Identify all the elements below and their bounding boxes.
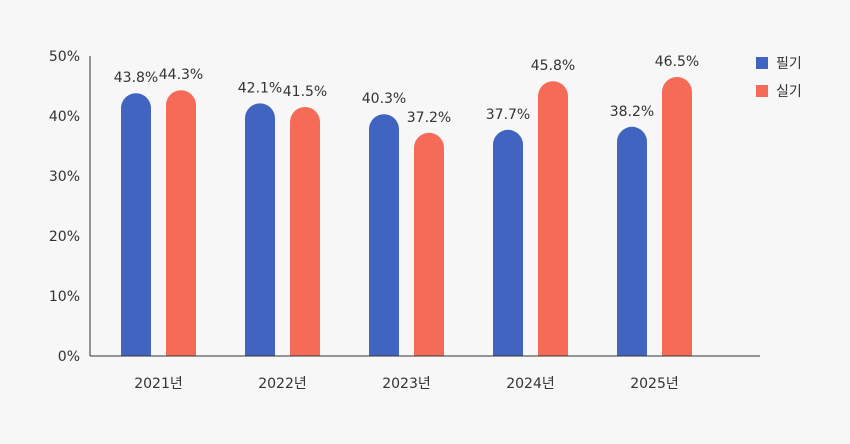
bar [121,93,151,356]
value-labels: 43.8% 44.3% 42.1% 41.5% 40.3%37.2% 37.7% 45.8%… [114,54,699,126]
y-tick-label: 0% [58,349,80,365]
x-tick-label: 2024년 [506,376,555,392]
x-tick-label: 2022년 [258,376,307,392]
data-label: 43.8% [114,70,158,86]
bar [245,103,275,356]
bar [166,90,196,356]
data-label: 42.1% [238,80,282,96]
x-tick-label: 2025년 [630,376,679,392]
legend-label: 실기 [776,84,802,100]
data-label: 38.2% [610,104,654,120]
data-label: 41.5% [283,84,327,100]
y-tick-label: 50% [49,49,80,65]
data-label: 40.3% [362,91,406,107]
bar [617,126,647,356]
bar [538,81,568,356]
bar [369,114,399,356]
legend-label: 필기 [776,56,802,72]
data-label: 45.8% [531,58,575,74]
legend-swatch [756,85,768,97]
y-tick-label: 10% [49,289,80,305]
x-tick-label: 2023년 [382,376,431,392]
x-tick-label: 2021년 [134,376,183,392]
data-label: 37.7% [486,107,530,123]
bars [121,77,692,356]
y-tick-label: 40% [49,109,80,125]
data-label: 44.3% [159,67,203,83]
bar [290,107,320,356]
y-tick-label: 30% [49,169,80,185]
x-axis: 2021년 2022년 2023년 2024년 2025년 [90,355,760,392]
bar [662,77,692,356]
bar [493,129,523,356]
bar [414,132,444,356]
y-axis: 0% 10% 20% 30% 40% 50% [49,49,91,365]
data-label: 37.2% [407,110,451,126]
data-label: 46.5% [655,54,699,70]
legend-swatch [756,57,768,69]
y-tick-label: 20% [49,229,80,245]
